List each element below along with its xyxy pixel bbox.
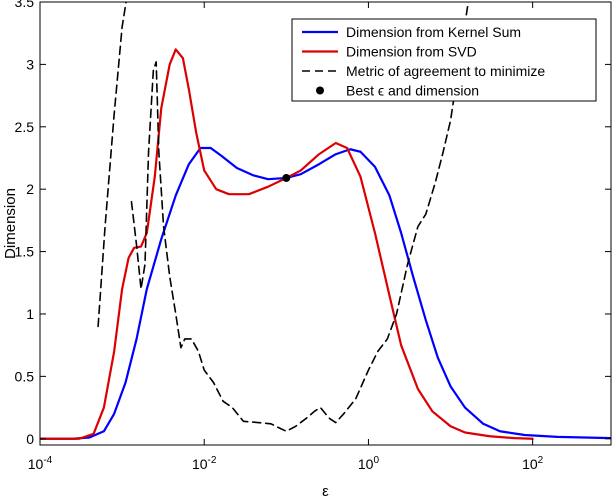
x-tick-label-2: 100 — [358, 455, 380, 472]
legend-swatch-4 — [316, 86, 324, 95]
y-axis-label: Dimension — [2, 188, 19, 259]
x-tick-label-0: 10-4 — [28, 455, 53, 472]
y-tick-label-7: 3.5 — [15, 0, 35, 10]
legend-label-3: Metric of agreement to minimize — [346, 63, 545, 79]
legend: Dimension from Kernel Sum Dimension from … — [291, 18, 597, 102]
series-line-1 — [40, 146, 611, 440]
y-tick-label-4: 2 — [26, 181, 34, 197]
y-tick-label-2: 1 — [26, 306, 34, 322]
axes-box — [39, 1, 612, 446]
x-tick-label-3: 102 — [522, 455, 544, 472]
legend-label-2: Dimension from SVD — [346, 44, 477, 60]
legend-label-1: Dimension from Kernel Sum — [346, 24, 521, 40]
series-line-2 — [40, 48, 534, 440]
x-tick-label-1: 10-2 — [192, 455, 217, 472]
x-axis-label: ε — [322, 483, 329, 500]
y-tick-label-1: 0.5 — [15, 368, 35, 384]
legend-label-4: Best ϵ and dimension — [346, 83, 479, 99]
best-point-marker — [282, 173, 291, 182]
y-tick-label-3: 1.5 — [15, 244, 35, 260]
y-tick-label-0: 0 — [26, 431, 34, 447]
y-tick-label-6: 3 — [26, 56, 34, 72]
legend-box — [291, 18, 597, 102]
series-layer — [40, 2, 611, 440]
series-line-3 — [97, 2, 470, 433]
y-tick-label-5: 2.5 — [15, 119, 35, 135]
